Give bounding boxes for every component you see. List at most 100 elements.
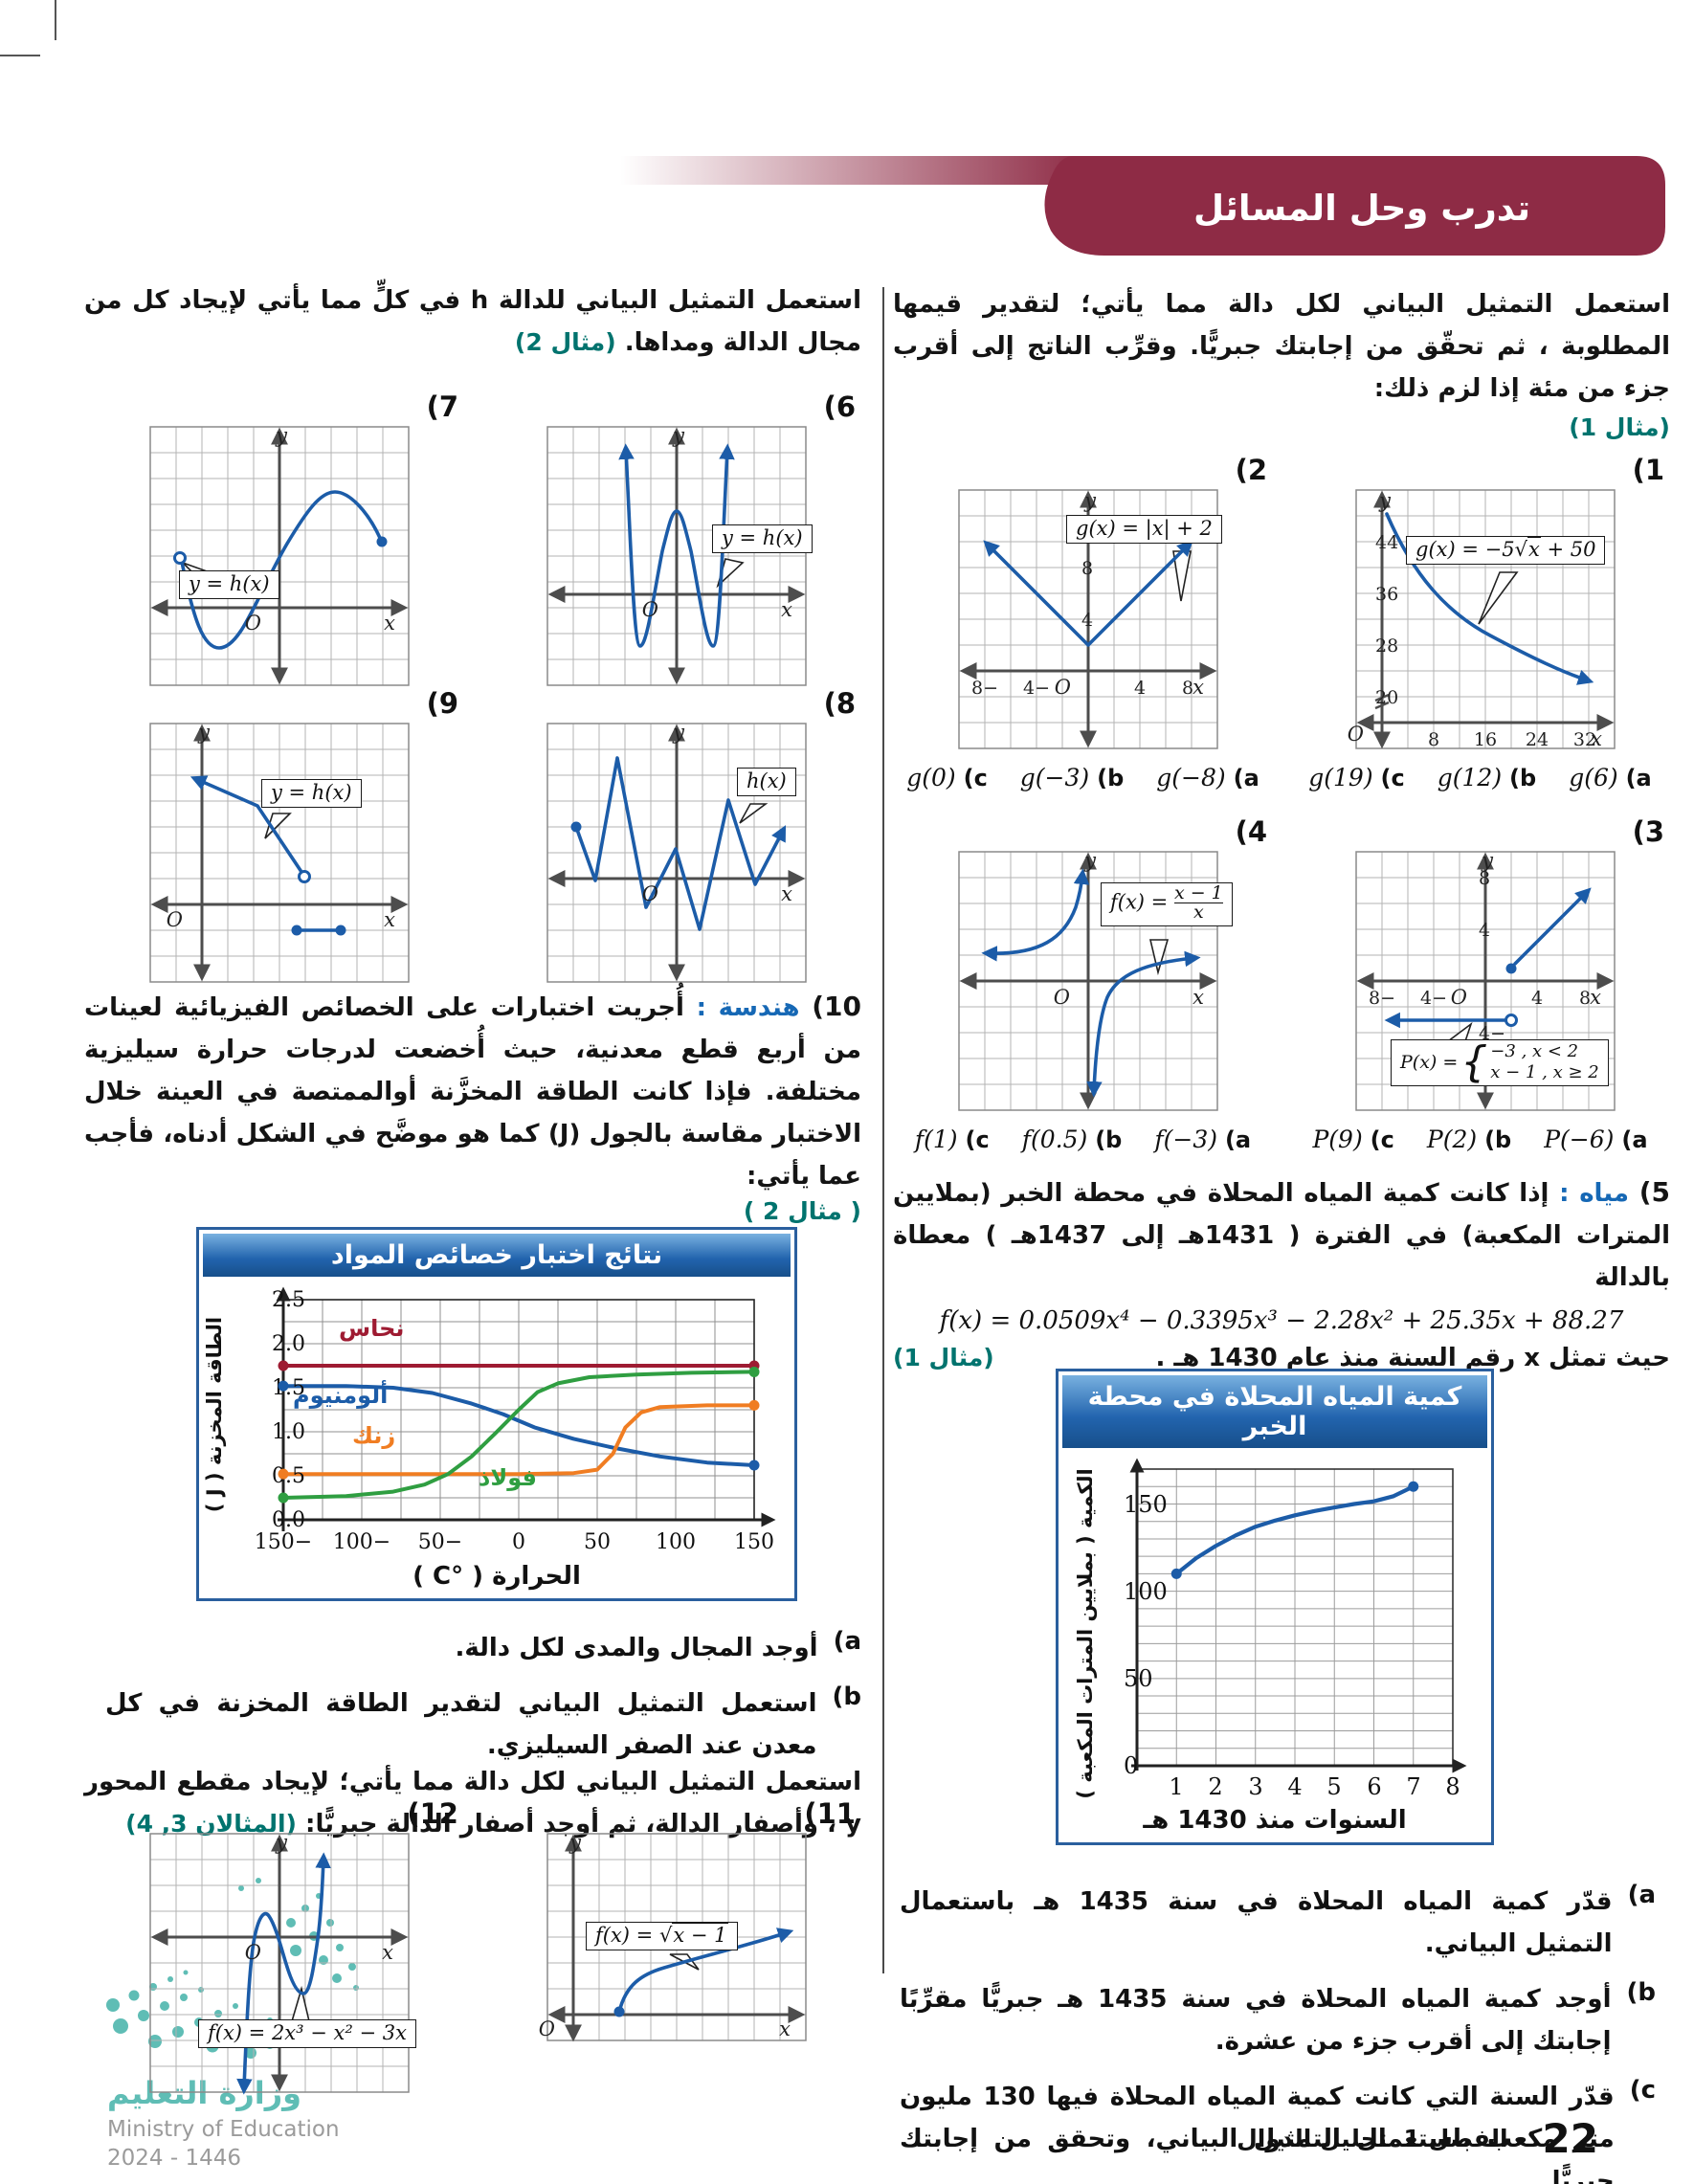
origin-label: O bbox=[1055, 676, 1071, 699]
origin-label: O bbox=[245, 1941, 261, 1964]
origin-label: O bbox=[642, 598, 658, 621]
tick-label: 0 bbox=[512, 1530, 525, 1554]
answer-choices: f(−3) (a f(0.5) (b f(1) (c bbox=[893, 1125, 1273, 1153]
x-axis-letter: x bbox=[1591, 727, 1602, 750]
tick-label: 36 bbox=[1375, 584, 1398, 605]
callout-pointer bbox=[739, 803, 769, 824]
callout-pointer bbox=[1148, 939, 1170, 976]
problems-row-5: (11 x y O f(x) = √x − 1 (12 bbox=[84, 1797, 861, 2095]
problem-number: (11 bbox=[804, 1797, 856, 1830]
function-curve bbox=[574, 756, 787, 931]
y-axis-letter: y bbox=[1481, 849, 1494, 872]
water-chart: 0 50 100 150 1 2 3 4 5 6 7 8 bbox=[1124, 1458, 1467, 1800]
part-marker: (b bbox=[1626, 1978, 1657, 2007]
problem-number: (4 bbox=[1235, 815, 1267, 848]
tick-label: 2.0 bbox=[272, 1332, 305, 1356]
graph-canvas: x y O bbox=[149, 721, 410, 983]
part-text: استعمل التمثيل البياني لتقدير الطاقة الم… bbox=[105, 1689, 817, 1760]
answer-a: g(6) (a bbox=[1569, 764, 1652, 791]
graph-canvas: x y O bbox=[149, 1831, 410, 2095]
page-footer: 22 الفصل 1 تحليل الدوال bbox=[1237, 2115, 1598, 2162]
tick-label: 6 bbox=[1367, 1773, 1381, 1800]
graph-6: x y O y = h(x) bbox=[546, 424, 813, 686]
materials-chart: 2.5 2.0 1.5 1.0 0.5 0.0 −150 −100 −50 0 … bbox=[255, 1286, 776, 1554]
tick-label: 8 bbox=[1182, 678, 1193, 699]
x-axis-label: السنوات منذ 1430 هـ bbox=[1143, 1806, 1407, 1835]
problems-row-4: (8 x y O h(x) (9 bbox=[84, 687, 861, 983]
tick-label: 100 bbox=[1124, 1578, 1168, 1605]
question-text: أُجريت اختبارات على الخصائص الفيزيائية ل… bbox=[84, 993, 861, 1191]
point-closed bbox=[570, 821, 582, 833]
origin-label: O bbox=[1348, 723, 1364, 746]
banner-gradient-strip bbox=[620, 156, 1089, 185]
graph-7: x y O y = h(x) bbox=[149, 424, 410, 686]
function-label-box: y = h(x) bbox=[261, 779, 362, 808]
tick-label: 20 bbox=[1375, 687, 1398, 708]
axis-break bbox=[1374, 693, 1390, 710]
tick-label: 16 bbox=[1474, 729, 1497, 750]
part-marker: (a bbox=[1627, 1881, 1656, 1909]
problem-number: (8 bbox=[823, 687, 856, 720]
answer-a: g(−8) (a bbox=[1156, 764, 1259, 791]
problems-row-3: (6 x y O y = h(x) (7 bbox=[84, 390, 861, 686]
tick-label: 2 bbox=[1208, 1773, 1222, 1800]
function-curve bbox=[180, 490, 382, 650]
legend-copper: نحاس bbox=[339, 1315, 405, 1342]
tick-label: −100 bbox=[333, 1530, 390, 1554]
origin-label: O bbox=[642, 882, 658, 905]
problem-number: (1 bbox=[1632, 454, 1664, 486]
left-intro: استعمل التمثيل البياني للدالة h في كلٍّ … bbox=[84, 279, 861, 364]
point-closed bbox=[335, 925, 346, 936]
function-formula: f(x) = 0.0509x⁴ − 0.3395x³ − 2.28x² + 25… bbox=[939, 1306, 1624, 1335]
function-curve-ray bbox=[189, 775, 303, 874]
tick-label: 24 bbox=[1526, 729, 1549, 750]
section-banner: تدرب وحل المسائل bbox=[620, 156, 1665, 256]
series-endpoint-dot bbox=[278, 1468, 289, 1480]
answer-choices: g(−8) (a g(−3) (b g(0) (c bbox=[893, 764, 1273, 791]
function-label-box: P(x) ={ −3 , x < 2 x − 1 , x ≥ 2 bbox=[1391, 1039, 1609, 1087]
answer-c: g(19) (c bbox=[1308, 764, 1405, 791]
series-endpoint-dot bbox=[748, 1399, 760, 1411]
tick-label: 4 bbox=[1287, 1773, 1302, 1800]
left-intro-text: استعمل التمثيل البياني للدالة h في كلٍّ … bbox=[84, 286, 861, 357]
answer-b: P(2) (b bbox=[1426, 1125, 1512, 1153]
part-text: قدّر كمية المياه المحلاة في سنة 1435 هـ … bbox=[900, 1887, 1613, 1958]
graph-canvas: x y O bbox=[149, 424, 410, 686]
origin-label: O bbox=[1451, 986, 1467, 1009]
function-curve bbox=[983, 540, 1193, 647]
graph-2: 8 4 −8 −4 4 8 x y O g(x) = |x| + 2 bbox=[958, 489, 1222, 749]
function-curve bbox=[236, 1852, 331, 2095]
function-label-box: h(x) bbox=[737, 768, 796, 796]
y-axis-label: الكمية ( بملايين المترات المكعبة ) bbox=[1074, 1468, 1097, 1799]
point-closed bbox=[376, 536, 388, 547]
question-10-parts: (a أوجد المجال والمدى لكل دالة. (b استعم… bbox=[105, 1627, 861, 1780]
tick-label: 4 bbox=[1479, 920, 1490, 941]
point-open bbox=[298, 870, 311, 883]
origin-label: O bbox=[1054, 986, 1070, 1009]
example-ref: ( مثال 2 ) bbox=[743, 1197, 861, 1225]
y-axis-letter: y bbox=[275, 424, 288, 447]
x-axis-letter: x bbox=[1192, 676, 1204, 699]
ministry-name-english: Ministry of Education bbox=[107, 2117, 340, 2142]
column-divider bbox=[882, 287, 884, 1973]
question-text: إذا كانت كمية المياه المحلاة في محطة الخ… bbox=[893, 1179, 1670, 1292]
part-text: أوجد كمية المياه المحلاة في سنة 1435 هـ … bbox=[900, 1985, 1612, 2056]
tick-label: 4 bbox=[1531, 988, 1543, 1009]
tick-label: 0 bbox=[1124, 1752, 1138, 1779]
tick-label: −150 bbox=[255, 1530, 312, 1554]
tick-label: 50 bbox=[584, 1530, 611, 1554]
problems-row-2: (3 8 4 −4 −8 −4 4 8 bbox=[893, 815, 1670, 1153]
examples-ref-34: (المثالان 3, 4) bbox=[125, 1810, 297, 1838]
zinc-curve bbox=[281, 1403, 756, 1477]
question-topic: مياه : bbox=[1559, 1179, 1630, 1208]
function-label-box: f(x) = √x − 1 bbox=[586, 1922, 738, 1950]
y-axis-letter: y bbox=[1378, 489, 1392, 512]
answer-c: P(9) (c bbox=[1312, 1125, 1394, 1153]
answer-a: f(−3) (a bbox=[1154, 1125, 1252, 1153]
graph-canvas: 8 4 −4 −8 −4 4 8 x y O bbox=[1355, 849, 1616, 1111]
right-intro-text: استعمل التمثيل البياني لكل دالة مما يأتي… bbox=[893, 290, 1670, 403]
tick-label: 7 bbox=[1406, 1773, 1420, 1800]
chapter-label: الفصل 1 تحليل الدوال bbox=[1237, 2125, 1508, 2152]
